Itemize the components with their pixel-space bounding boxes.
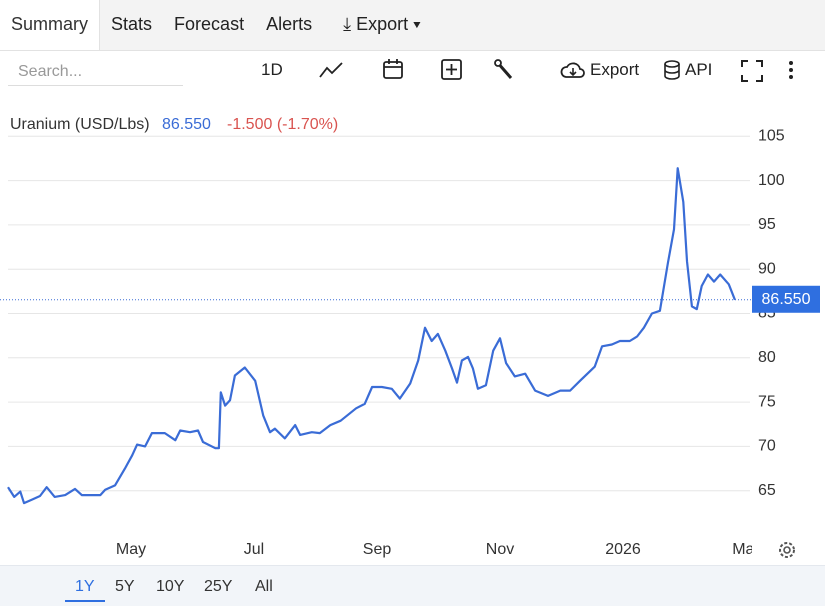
- tab[interactable]: Summary: [0, 0, 101, 50]
- y-tick-label: 65: [758, 482, 776, 499]
- y-tick-label: 95: [758, 216, 776, 233]
- cloud-icon[interactable]: [560, 59, 586, 81]
- range-button[interactable]: All: [255, 578, 273, 595]
- tab-label: Export: [356, 14, 409, 34]
- tab[interactable]: Forecast: [174, 14, 245, 34]
- export-button[interactable]: Export: [590, 60, 640, 79]
- last-price-box: [752, 285, 820, 313]
- y-tick-label: 80: [758, 349, 776, 366]
- y-tick-label: 105: [758, 128, 785, 145]
- price-line: [7, 167, 736, 505]
- y-tick-label: 75: [758, 393, 776, 410]
- x-tick-label: 2026: [605, 541, 641, 558]
- interval[interactable]: 1D: [261, 60, 283, 79]
- y-tick-label: 90: [758, 260, 776, 277]
- price: 86.550: [162, 116, 211, 133]
- tab[interactable]: ⤓ Export ▾: [343, 14, 421, 34]
- menu-icon[interactable]: [786, 59, 796, 83]
- y-tick-label: 100: [758, 172, 785, 189]
- x-tick-label: Jul: [244, 541, 264, 558]
- range-bar: 1Y 5Y 10Y 25Y All: [0, 565, 825, 606]
- tab-bar: Summary Stats Forecast Alerts ⤓ Export ▾: [0, 0, 825, 51]
- x-tick-label: Mar: [732, 541, 760, 558]
- last-price-label: 86.550: [762, 291, 811, 308]
- chart: May Jul Sep Nov 2026 Mar Uranium (USD/Lbs) 86…: [0, 116, 820, 558]
- line-icon[interactable]: [318, 59, 344, 81]
- api-button[interactable]: API: [685, 60, 713, 79]
- x-tick-label: May: [116, 541, 146, 558]
- toolbar: Search... 1D Export API: [0, 51, 825, 91]
- range-button[interactable]: 25Y: [204, 578, 233, 595]
- range-button[interactable]: 10Y: [156, 578, 185, 595]
- wrench-icon[interactable]: [492, 58, 516, 82]
- range-button[interactable]: 5Y: [115, 578, 135, 595]
- x-tick-label: Sep: [363, 541, 392, 558]
- tab[interactable]: Alerts: [266, 14, 313, 34]
- add-icon[interactable]: [440, 58, 464, 82]
- search-box[interactable]: Search...: [8, 59, 183, 86]
- price-change: -1.500 (-1.70%): [227, 116, 338, 133]
- settings-icon[interactable]: [779, 542, 795, 558]
- calendar-icon[interactable]: [381, 57, 405, 81]
- y-tick-label: 70: [758, 438, 776, 455]
- range-button[interactable]: 1Y: [65, 578, 105, 602]
- chart-title: Uranium (USD/Lbs): [10, 116, 150, 133]
- db-icon[interactable]: [662, 59, 682, 81]
- fullscreen-icon[interactable]: [740, 59, 764, 83]
- x-tick-label: Nov: [486, 541, 514, 558]
- tab[interactable]: Stats: [111, 14, 153, 34]
